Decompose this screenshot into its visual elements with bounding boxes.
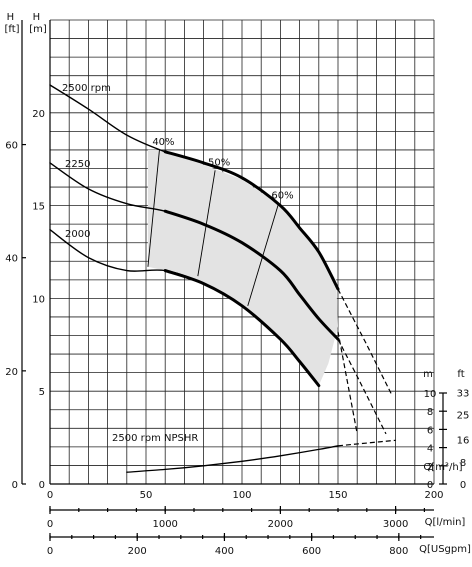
x-axis-usgpm-tick-label: 400 [215, 546, 234, 557]
tick-label-m3h: 200 [424, 490, 443, 501]
npshr-unit-ft: ft [457, 369, 464, 380]
x-axis-usgpm-tick-label: 600 [302, 546, 321, 557]
performance-curves [49, 84, 340, 473]
tick-label-head-ft: 60 [5, 141, 18, 152]
tick-label-m3h: 0 [47, 490, 53, 501]
tick-label-m3h: 150 [328, 490, 347, 501]
x-axis-label-usgpm: Q[USgpm] [419, 544, 471, 555]
x-axis-lmin-tick-label: 0 [47, 519, 53, 530]
series-bold-2 [163, 269, 321, 388]
npshr-ft-tick-label: 33 [457, 388, 470, 399]
series-label: 2500 rpm NPSHR [112, 433, 198, 444]
efficiency-label: 60% [271, 191, 293, 202]
ft-label-line2: [ft] [4, 24, 19, 35]
tick-label-head-ft: 20 [5, 367, 18, 378]
tick-label-head-m: 0 [39, 480, 45, 491]
efficiency-label: 40% [152, 137, 174, 148]
series-line-3 [126, 445, 339, 473]
curve-extensions [337, 288, 396, 447]
npshr-m-tick-label: 10 [424, 389, 437, 400]
series-label: 2250 [65, 159, 90, 170]
efficiency-line-2 [247, 203, 279, 306]
x-axis-lmin-tick-label: 1000 [152, 519, 177, 530]
x-axis-lmin-tick-label: 2000 [268, 519, 293, 530]
m-label-line2: [m] [29, 24, 47, 35]
curve-extension-2 [337, 439, 396, 447]
series-bold-1 [163, 209, 340, 341]
curve-labels: 2500 rpm 2250 2000 2500 rpm NPSHR [62, 83, 198, 444]
x-axis-usgpm-tick-label: 0 [47, 546, 53, 557]
x-axis-label-m3h: Q[m³/h] [423, 462, 462, 473]
npshr-unit-m: m [423, 369, 433, 380]
tick-label-head-ft: 0 [12, 480, 18, 491]
tick-label-head-m: 5 [39, 387, 45, 398]
npshr-m-tick-label: 2 [427, 462, 433, 473]
tick-label-head-ft: 40 [5, 254, 18, 265]
npshr-m-tick-label: 4 [427, 444, 433, 455]
y-axis-unit-m: H [m] [29, 12, 47, 35]
y-axis-unit-ft: H [ft] [4, 12, 19, 35]
x-axis-label-lmin: Q[l/min] [425, 517, 466, 528]
series-label: 2500 rpm [62, 83, 111, 94]
npshr-ft-tick-label: 0 [460, 480, 466, 491]
curve-extension-1 [337, 338, 387, 435]
tick-label-m3h: 50 [140, 490, 153, 501]
ft-label-line1: H [7, 12, 15, 23]
series-bold-0 [163, 150, 340, 291]
npshr-ft-tick-label: 25 [457, 411, 470, 422]
npshr-ft-tick-label: 8 [460, 458, 466, 469]
series-label: 2000 [65, 229, 90, 240]
curve-extension-cross [337, 331, 358, 435]
npshr-m-tick-label: 8 [427, 407, 433, 418]
m-label-line1: H [33, 12, 41, 23]
x-axis-usgpm-tick-label: 800 [389, 546, 408, 557]
curve-extension-0 [337, 288, 393, 396]
npshr-m-tick-label: 0 [427, 480, 433, 491]
tick-label-m3h: 100 [232, 490, 251, 501]
efficiency-line-1 [197, 170, 216, 277]
tick-label-head-m: 10 [32, 294, 45, 305]
efficiency-label: 50% [208, 157, 230, 168]
x-axis-lmin-tick-label: 3000 [383, 519, 408, 530]
efficiency-region [147, 149, 338, 386]
x-axis-usgpm-tick-label: 200 [128, 546, 147, 557]
tick-label-head-m: 15 [32, 202, 45, 213]
npshr-m-tick-label: 6 [427, 425, 433, 436]
tick-label-head-m: 20 [32, 109, 45, 120]
npshr-ft-tick-label: 16 [457, 436, 470, 447]
